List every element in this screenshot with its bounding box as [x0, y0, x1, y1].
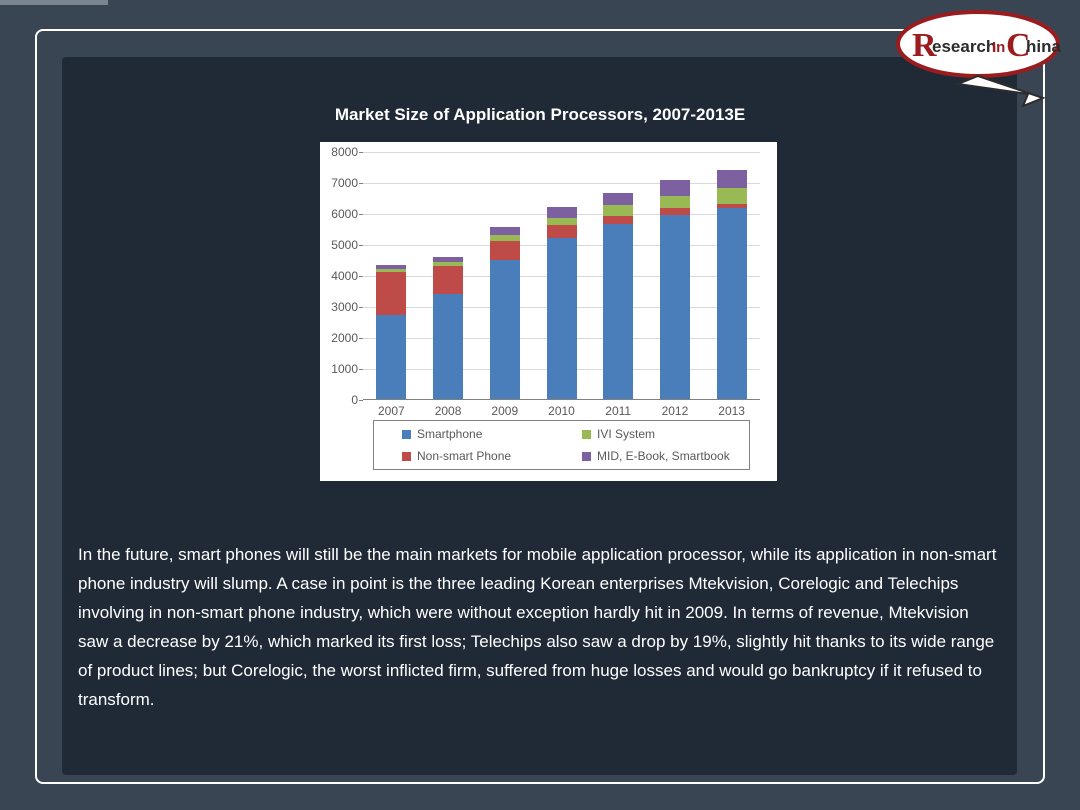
y-tick-label: 0	[320, 393, 358, 407]
bar-segment	[717, 188, 747, 204]
bar-segment	[547, 225, 577, 237]
bar-segment	[490, 260, 520, 400]
x-tick-label: 2009	[477, 404, 533, 418]
legend-label: Smartphone	[417, 427, 482, 441]
bar-segment	[547, 218, 577, 226]
legend-swatch	[582, 430, 591, 439]
bar-segment	[717, 170, 747, 189]
legend-swatch	[402, 452, 411, 461]
y-tick-label: 5000	[320, 238, 358, 252]
chart-container: 0100020003000400050006000700080002007200…	[320, 142, 777, 481]
legend-item: MID, E-Book, Smartbook	[582, 449, 730, 463]
y-tick-label: 6000	[320, 207, 358, 221]
bar-segment	[490, 241, 520, 260]
y-tick-label: 1000	[320, 362, 358, 376]
gridline	[363, 183, 760, 184]
bar-segment	[376, 315, 406, 399]
bar-segment	[603, 224, 633, 399]
bar-segment	[660, 215, 690, 399]
chart-legend: Smartphone IVI System Non-smart Phone MID, …	[373, 420, 750, 470]
bar-segment	[547, 238, 577, 399]
bar	[376, 265, 406, 399]
bar-segment	[717, 204, 747, 209]
bar-segment	[603, 193, 633, 205]
bar-segment	[660, 196, 690, 208]
x-tick-label: 2010	[534, 404, 590, 418]
bar-segment	[433, 266, 463, 294]
bar-segment	[376, 272, 406, 315]
logo-research-in-china: R esearch In C hina	[888, 6, 1078, 111]
bar-segment	[433, 262, 463, 266]
y-tick-label: 3000	[320, 300, 358, 314]
legend-label: IVI System	[597, 427, 655, 441]
y-tick-label: 4000	[320, 269, 358, 283]
x-tick-label: 2008	[420, 404, 476, 418]
bar-segment	[376, 265, 406, 269]
logo-text-in: In	[992, 39, 1005, 56]
bar	[717, 170, 747, 399]
plot-area: 0100020003000400050006000700080002007200…	[363, 152, 760, 400]
logo-text-esearch: esearch	[932, 37, 996, 56]
bar	[547, 207, 577, 399]
bar-segment	[603, 216, 633, 224]
x-tick-label: 2011	[590, 404, 646, 418]
logo-text-hina: hina	[1026, 37, 1061, 56]
bar-segment	[717, 208, 747, 399]
gridline	[363, 152, 760, 153]
bar-segment	[547, 207, 577, 218]
bar	[660, 180, 690, 399]
y-tick-label: 2000	[320, 331, 358, 345]
bar	[433, 257, 463, 399]
legend-label: Non-smart Phone	[417, 449, 511, 463]
legend-item: Non-smart Phone	[402, 449, 511, 463]
logo-arrow-icon	[958, 76, 1043, 106]
bar-segment	[490, 235, 520, 241]
bar-segment	[660, 208, 690, 214]
bar-segment	[376, 269, 406, 272]
bar-segment	[603, 205, 633, 216]
body-text: In the future, smart phones will still b…	[78, 540, 998, 714]
bar-segment	[660, 180, 690, 196]
x-tick-label: 2012	[647, 404, 703, 418]
bar	[490, 227, 520, 399]
legend-item: Smartphone	[402, 427, 482, 441]
bar	[603, 193, 633, 399]
legend-item: IVI System	[582, 427, 655, 441]
y-tick-label: 8000	[320, 145, 358, 159]
top-tab	[0, 0, 108, 5]
y-tick-label: 7000	[320, 176, 358, 190]
bar-segment	[433, 294, 463, 399]
x-tick-label: 2007	[363, 404, 419, 418]
bar-segment	[433, 257, 463, 262]
legend-swatch	[402, 430, 411, 439]
legend-label: MID, E-Book, Smartbook	[597, 449, 730, 463]
bar-segment	[490, 227, 520, 235]
x-tick-label: 2013	[704, 404, 760, 418]
legend-swatch	[582, 452, 591, 461]
